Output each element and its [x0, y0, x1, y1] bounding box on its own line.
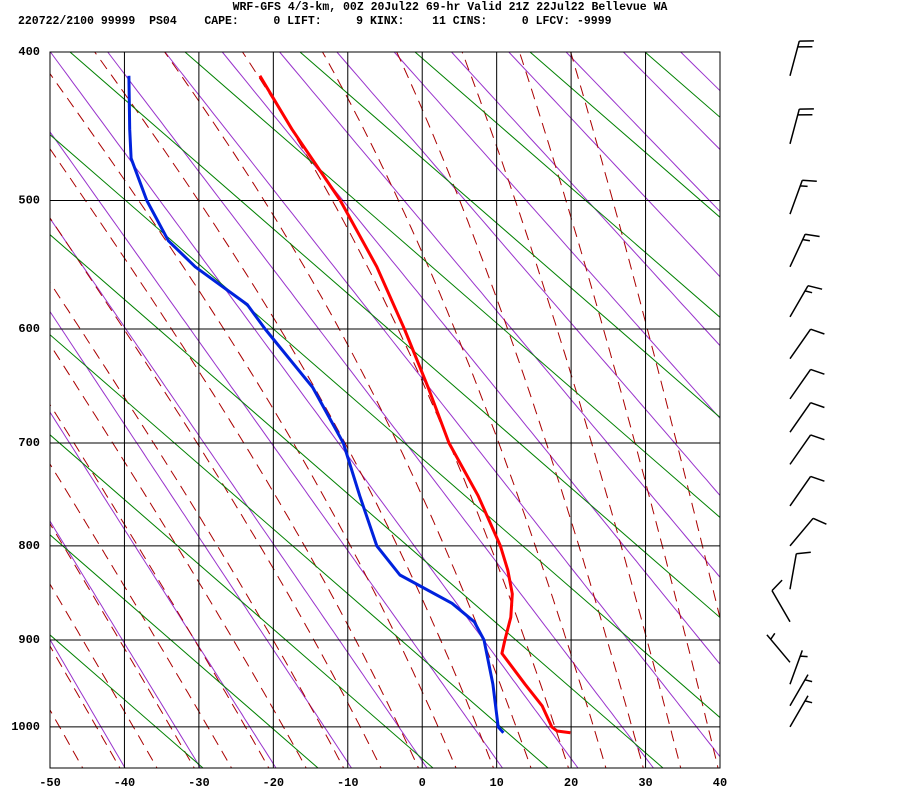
dry-adiabat	[450, 52, 720, 347]
mixing-ratio-line	[50, 534, 319, 768]
y-tick-label: 1000	[11, 720, 40, 734]
wind-barbs	[766, 40, 827, 728]
dry-adiabat	[565, 52, 720, 213]
wind-barb	[789, 284, 823, 318]
y-tick-label: 600	[18, 322, 40, 336]
dry-adiabat	[50, 310, 353, 768]
profile-line	[127, 75, 505, 734]
moist-adiabat	[321, 52, 607, 768]
moist-adiabat	[241, 52, 570, 768]
moist-adiabat	[518, 52, 719, 768]
x-tick-label: -50	[39, 776, 61, 790]
wind-barb	[789, 40, 814, 77]
mixing-ratio-line	[529, 52, 720, 218]
mixing-ratio-line	[50, 234, 664, 768]
dry-adiabat	[50, 131, 504, 768]
wind-barb	[789, 368, 825, 400]
wind-barb	[789, 674, 813, 707]
moist-adiabat	[94, 52, 495, 768]
dry-adiabat	[336, 52, 720, 497]
wind-barb	[789, 517, 827, 547]
moist-adiabat	[396, 52, 644, 768]
y-tick-label: 900	[18, 633, 40, 647]
mixing-ratio-line	[69, 52, 720, 619]
wind-barb	[789, 650, 808, 685]
dry-adiabat	[393, 52, 720, 420]
mixing-ratio-line	[50, 434, 434, 768]
wind-barb	[789, 328, 825, 360]
x-tick-label: -10	[337, 776, 359, 790]
wind-barb	[766, 632, 791, 663]
moist-adiabat	[570, 52, 720, 621]
profiles	[127, 75, 571, 735]
y-tick-label: 400	[18, 45, 40, 59]
wind-barb	[789, 401, 825, 433]
dry-adiabat	[278, 52, 720, 579]
wind-barb	[789, 108, 814, 145]
mixing-ratio-line	[414, 52, 720, 319]
dry-adiabat	[50, 217, 428, 768]
wind-barb	[789, 233, 820, 268]
chart-title: WRF-GFS 4/3-km, 00Z 20Jul22 69-hr Valid …	[233, 1, 668, 14]
dry-adiabat	[221, 52, 720, 665]
wind-barb	[789, 475, 825, 507]
mixing-ratio-line	[50, 634, 204, 768]
mixing-ratio-line	[50, 133, 720, 719]
x-tick-label: 30	[638, 776, 652, 790]
moist-adiabat	[50, 217, 382, 768]
x-tick-label: 40	[713, 776, 727, 790]
dry-adiabat	[107, 52, 655, 768]
y-tick-label: 800	[18, 539, 40, 553]
x-tick-label: -40	[114, 776, 136, 790]
wind-barb	[789, 434, 825, 465]
y-tick-label: 700	[18, 436, 40, 450]
dry-adiabat	[164, 52, 720, 758]
dry-adiabat	[50, 52, 579, 768]
moist-adiabat	[163, 52, 532, 768]
chart-subtitle: 220722/2100 99999 PS04 CAPE: 0 LIFT: 9 K…	[18, 15, 612, 28]
x-tick-label: -20	[263, 776, 285, 790]
thermo-lines	[50, 52, 720, 768]
x-tick-label: 20	[564, 776, 578, 790]
wind-barb	[789, 179, 817, 215]
dry-adiabat	[50, 638, 126, 768]
wind-barb	[789, 551, 811, 590]
dry-adiabat	[508, 52, 720, 278]
moist-adiabat	[50, 72, 457, 768]
wind-barb	[771, 579, 791, 623]
moist-adiabat	[50, 147, 420, 768]
moist-adiabat	[461, 52, 682, 768]
y-tick-label: 500	[18, 194, 40, 208]
profile-line	[258, 75, 571, 735]
mixing-ratio-line	[299, 52, 720, 419]
x-tick-label: -30	[188, 776, 210, 790]
plot-frame	[49, 51, 721, 769]
x-tick-label: 10	[489, 776, 503, 790]
dry-adiabat	[50, 411, 277, 768]
wind-barb	[789, 695, 813, 728]
mixing-ratio-line	[184, 52, 720, 519]
x-tick-label: 0	[419, 776, 426, 790]
dry-adiabat	[50, 520, 202, 768]
mixing-ratio-line	[50, 334, 549, 768]
